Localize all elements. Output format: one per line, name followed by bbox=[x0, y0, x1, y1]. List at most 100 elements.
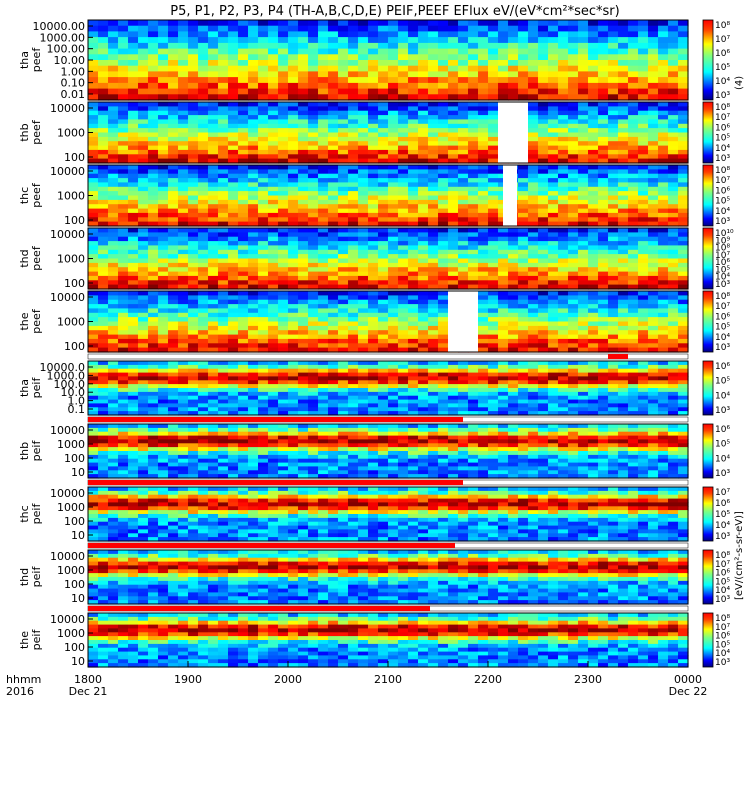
x-axis: 1800 1900 2000 2100 2200 2300 0000 Dec 21 Dec 22… bbox=[6, 661, 707, 698]
spectrogram-cells bbox=[88, 102, 689, 164]
colorbar-tick-label: 10⁴ bbox=[715, 649, 730, 659]
y-tick-label: 10000 bbox=[50, 613, 85, 626]
y-tick-label: 1000.00 bbox=[40, 31, 86, 44]
colorbar-tick-label: 10⁷ bbox=[715, 251, 730, 261]
colorbar-tick-label: 10⁸ bbox=[715, 292, 730, 302]
y-tick-label: 10 bbox=[71, 655, 85, 668]
colorbar-tick-label: 10⁶ bbox=[715, 362, 730, 372]
y-tick-label: 100 bbox=[64, 214, 85, 227]
y-tick-label: 10.00 bbox=[54, 54, 86, 67]
x-tick-label: 2000 bbox=[274, 673, 302, 686]
panel-probe-label: thc bbox=[18, 505, 31, 522]
panel-product-label: peef bbox=[30, 182, 43, 208]
colorbar-tick-label: 10⁴ bbox=[715, 586, 730, 596]
colorbar-tick-label: 10³ bbox=[715, 406, 730, 416]
colorbar-tick-label: 10⁹ bbox=[715, 236, 730, 246]
y-tick-label: 100 bbox=[64, 452, 85, 465]
colorbar-tick-label: 10⁶ bbox=[715, 258, 730, 268]
y-tick-label: 1000 bbox=[57, 316, 85, 329]
colorbar-tick-label: 10⁷ bbox=[715, 623, 730, 633]
spectrogram-cells bbox=[88, 487, 689, 542]
y-tick-label: 10000 bbox=[50, 291, 85, 304]
colorbar-tick-label: 10⁵ bbox=[715, 323, 730, 333]
spectrogram-cells bbox=[88, 228, 689, 290]
panel-product-label: peif bbox=[30, 440, 43, 462]
colorbar-tick-label: 10⁶ bbox=[715, 632, 730, 642]
colorbar-tick-label: 10⁸ bbox=[715, 21, 730, 31]
y-tick-label: 1000 bbox=[57, 127, 85, 140]
y-tick-label: 100.0 bbox=[54, 378, 86, 391]
colorbar-tick-label: 10⁷ bbox=[715, 113, 730, 123]
y-tick-label: 10000 bbox=[50, 487, 85, 500]
panel-product-label: peef bbox=[30, 47, 43, 73]
x-date-label: Dec 22 bbox=[669, 685, 708, 698]
panel-probe-label: tha bbox=[18, 51, 31, 69]
colorbar-tick-label: 10⁵ bbox=[715, 377, 730, 387]
colorbar-tick-label: 10³ bbox=[715, 217, 730, 227]
colorbar-tick-label: 10⁴ bbox=[715, 521, 730, 531]
y-tick-label: 1000 bbox=[57, 438, 85, 451]
panel-product-label: peif bbox=[30, 377, 43, 399]
colorbar-tick-label: 10⁴ bbox=[715, 77, 730, 87]
panel-product-label: peef bbox=[30, 119, 43, 145]
colorbar-tick-label: 10⁴ bbox=[715, 144, 730, 154]
y-tick-label: 100 bbox=[64, 515, 85, 528]
mode-flag-bar bbox=[87, 605, 689, 612]
colorbar-tick-label: 10⁷ bbox=[715, 35, 730, 45]
colorbar-tick-label: 10⁸ bbox=[715, 103, 730, 113]
panel-frame bbox=[87, 360, 689, 416]
y-tick-label: 1000 bbox=[57, 190, 85, 203]
colorbar-tick-label: 10⁵ bbox=[715, 265, 730, 275]
colorbar-tick-label: 10⁶ bbox=[715, 569, 730, 579]
figure-title: P5, P1, P2, P3, P4 (TH-A,B,C,D,E) PEIF,P… bbox=[170, 4, 619, 19]
panel-probe-label: thd bbox=[18, 249, 31, 267]
colorbar-tick-label: 10³ bbox=[715, 469, 730, 479]
y-tick-label: 1000 bbox=[57, 564, 85, 577]
data-gap bbox=[448, 291, 478, 352]
panel-frame bbox=[87, 486, 689, 542]
colorbar-tick-label: 10⁴ bbox=[715, 454, 730, 464]
x-tick-label: 0000 bbox=[674, 673, 702, 686]
colorbar-tick-label: 10⁵ bbox=[715, 440, 730, 450]
panel-probe-label: thb bbox=[18, 442, 31, 460]
x-date-label: Dec 21 bbox=[69, 685, 108, 698]
colorbar-tick-label: 10³ bbox=[715, 343, 730, 353]
colorbar-tick-label: 10⁶ bbox=[715, 425, 730, 435]
colorbar-tick-label: 10³ bbox=[715, 154, 730, 164]
panel-product-label: peif bbox=[30, 566, 43, 588]
y-tick-label: 1.0 bbox=[68, 395, 86, 408]
colorbar-tick-label: 10³ bbox=[715, 280, 730, 290]
colorbar-tick-label: 10⁷ bbox=[715, 488, 730, 498]
panel-product-label: peif bbox=[30, 629, 43, 651]
panel-probe-label: thd bbox=[18, 568, 31, 586]
data-gap bbox=[503, 165, 517, 226]
y-tick-label: 10000.00 bbox=[33, 20, 86, 33]
colorbar-title: [eV/(cm²-s-sr-eV)] bbox=[734, 511, 745, 600]
colorbar-tick-label: 10⁶ bbox=[715, 123, 730, 133]
y-tick-label: 0.1 bbox=[68, 403, 86, 416]
colorbar-tick-label: 10⁵ bbox=[715, 63, 730, 73]
colorbar-tick-label: 10⁶ bbox=[715, 499, 730, 509]
colorbar-tick-label: 10⁷ bbox=[715, 176, 730, 186]
colorbar-title-top: (4) bbox=[734, 76, 745, 90]
colorbar-tick-label: 10⁵ bbox=[715, 577, 730, 587]
colorbar-tick-label: 10³ bbox=[715, 658, 730, 668]
y-tick-label: 100 bbox=[64, 641, 85, 654]
colorbar-tick-label: 10⁵ bbox=[715, 510, 730, 520]
colorbar: 10⁶ 10⁵ 10⁴ 10³ bbox=[702, 423, 730, 479]
mode-flag-bar bbox=[87, 542, 689, 549]
y-tick-label: 10 bbox=[71, 466, 85, 479]
y-tick-label: 100 bbox=[64, 578, 85, 591]
panel-product-label: peif bbox=[30, 503, 43, 525]
